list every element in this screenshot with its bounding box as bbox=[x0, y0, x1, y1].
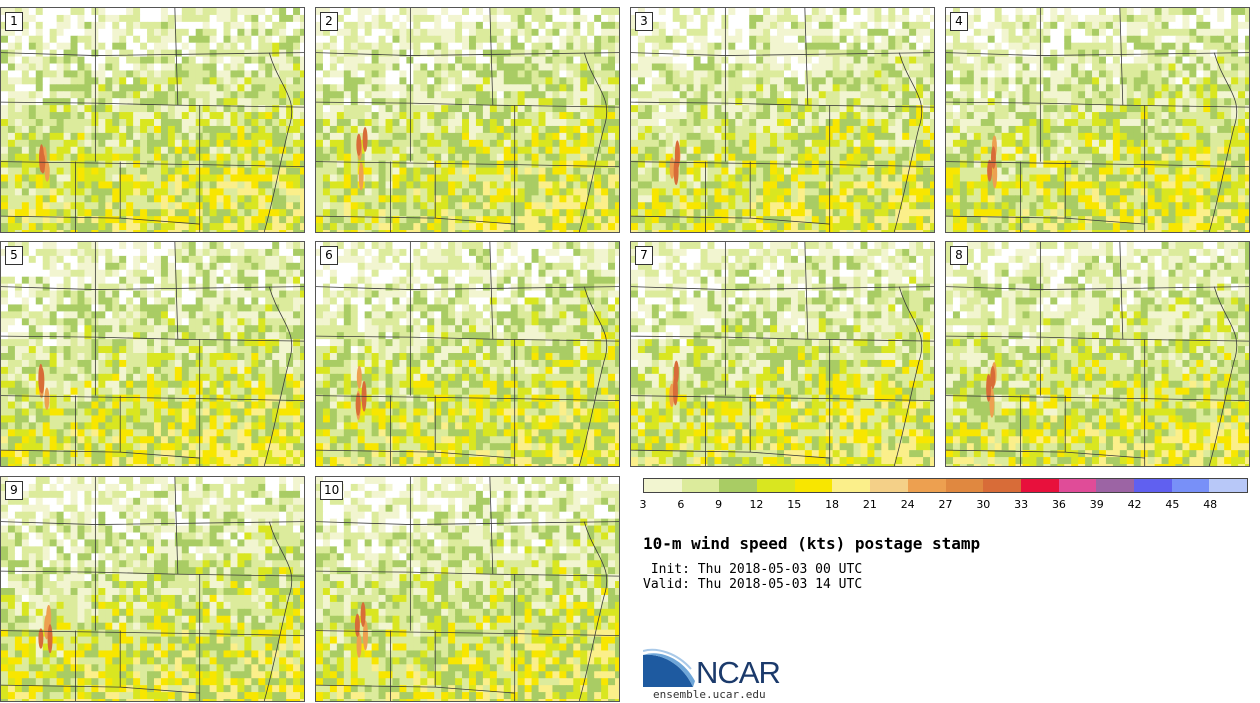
member-label: 10 bbox=[320, 481, 344, 500]
colorbar-segment bbox=[794, 479, 833, 492]
member-panel-9[interactable]: 9 bbox=[0, 476, 305, 702]
colorbar-tick-label: 24 bbox=[900, 498, 915, 511]
colorbar-tick-label: 6 bbox=[677, 498, 685, 511]
colorbar-tick-label: 15 bbox=[787, 498, 802, 511]
member-label: 4 bbox=[950, 12, 968, 31]
member-label: 9 bbox=[5, 481, 23, 500]
wind-map bbox=[946, 242, 1249, 466]
colorbar-segment bbox=[832, 479, 871, 492]
wind-map bbox=[631, 242, 934, 466]
colorbar-segment bbox=[945, 479, 984, 492]
colorbar-segment bbox=[1209, 479, 1247, 492]
colorbar-tick-label: 21 bbox=[862, 498, 877, 511]
member-label: 7 bbox=[635, 246, 653, 265]
colorbar-tick-label: 36 bbox=[1051, 498, 1066, 511]
colorbar-tick-label: 39 bbox=[1089, 498, 1104, 511]
wind-map bbox=[316, 242, 619, 466]
colorbar bbox=[643, 478, 1248, 493]
colorbar-segment bbox=[870, 479, 908, 492]
member-label: 5 bbox=[5, 246, 23, 265]
member-panel-10[interactable]: 10 bbox=[315, 476, 620, 702]
colorbar-segment bbox=[1171, 479, 1210, 492]
member-label: 2 bbox=[320, 12, 338, 31]
colorbar-tick-label: 45 bbox=[1165, 498, 1180, 511]
member-panel-6[interactable]: 6 bbox=[315, 241, 620, 467]
ncar-logo-icon bbox=[643, 648, 695, 687]
colorbar-segment bbox=[757, 479, 795, 492]
colorbar-tick-label: 42 bbox=[1127, 498, 1142, 511]
wind-map bbox=[1, 8, 304, 232]
valid-time: Valid: Thu 2018-05-03 14 UTC bbox=[643, 577, 863, 592]
member-panel-7[interactable]: 7 bbox=[630, 241, 935, 467]
init-time: Init: Thu 2018-05-03 00 UTC bbox=[643, 562, 863, 577]
member-panel-8[interactable]: 8 bbox=[945, 241, 1250, 467]
member-panel-4[interactable]: 4 bbox=[945, 7, 1250, 233]
colorbar-tick-label: 33 bbox=[1014, 498, 1029, 511]
colorbar-ticks: 3 6 9 12 15 18 21 24 27 30 33 36 39 42 45 48 bbox=[639, 498, 1248, 512]
page-title: 10-m wind speed (kts) postage stamp bbox=[643, 534, 981, 553]
member-panel-3[interactable]: 3 bbox=[630, 7, 935, 233]
colorbar-segment bbox=[1096, 479, 1134, 492]
member-label: 3 bbox=[635, 12, 653, 31]
colorbar-tick-label: 27 bbox=[938, 498, 953, 511]
colorbar-segment bbox=[1133, 479, 1172, 492]
colorbar-segment bbox=[983, 479, 1021, 492]
wind-map bbox=[946, 8, 1249, 232]
member-label: 6 bbox=[320, 246, 338, 265]
colorbar-segment bbox=[907, 479, 946, 492]
colorbar-tick-label: 30 bbox=[976, 498, 991, 511]
colorbar-segment bbox=[681, 479, 720, 492]
member-label: 8 bbox=[950, 246, 968, 265]
member-label: 1 bbox=[5, 12, 23, 31]
colorbar-segment bbox=[1058, 479, 1097, 492]
member-panel-5[interactable]: 5 bbox=[0, 241, 305, 467]
wind-map bbox=[1, 477, 304, 701]
wind-map bbox=[1, 242, 304, 466]
colorbar-tick-label: 9 bbox=[715, 498, 723, 511]
colorbar-tick-label: 48 bbox=[1203, 498, 1218, 511]
colorbar-segment bbox=[719, 479, 758, 492]
colorbar-tick-label: 18 bbox=[825, 498, 840, 511]
wind-map bbox=[631, 8, 934, 232]
logo-text: NCAR bbox=[696, 655, 781, 690]
colorbar-segment bbox=[1020, 479, 1059, 492]
colorbar-tick-label: 12 bbox=[749, 498, 764, 511]
wind-map bbox=[316, 8, 619, 232]
member-panel-2[interactable]: 2 bbox=[315, 7, 620, 233]
member-panel-1[interactable]: 1 bbox=[0, 7, 305, 233]
colorbar-segment bbox=[644, 479, 682, 492]
wind-map bbox=[316, 477, 619, 701]
colorbar-tick-label: 3 bbox=[639, 498, 647, 511]
logo-url: ensemble.ucar.edu bbox=[653, 688, 766, 701]
